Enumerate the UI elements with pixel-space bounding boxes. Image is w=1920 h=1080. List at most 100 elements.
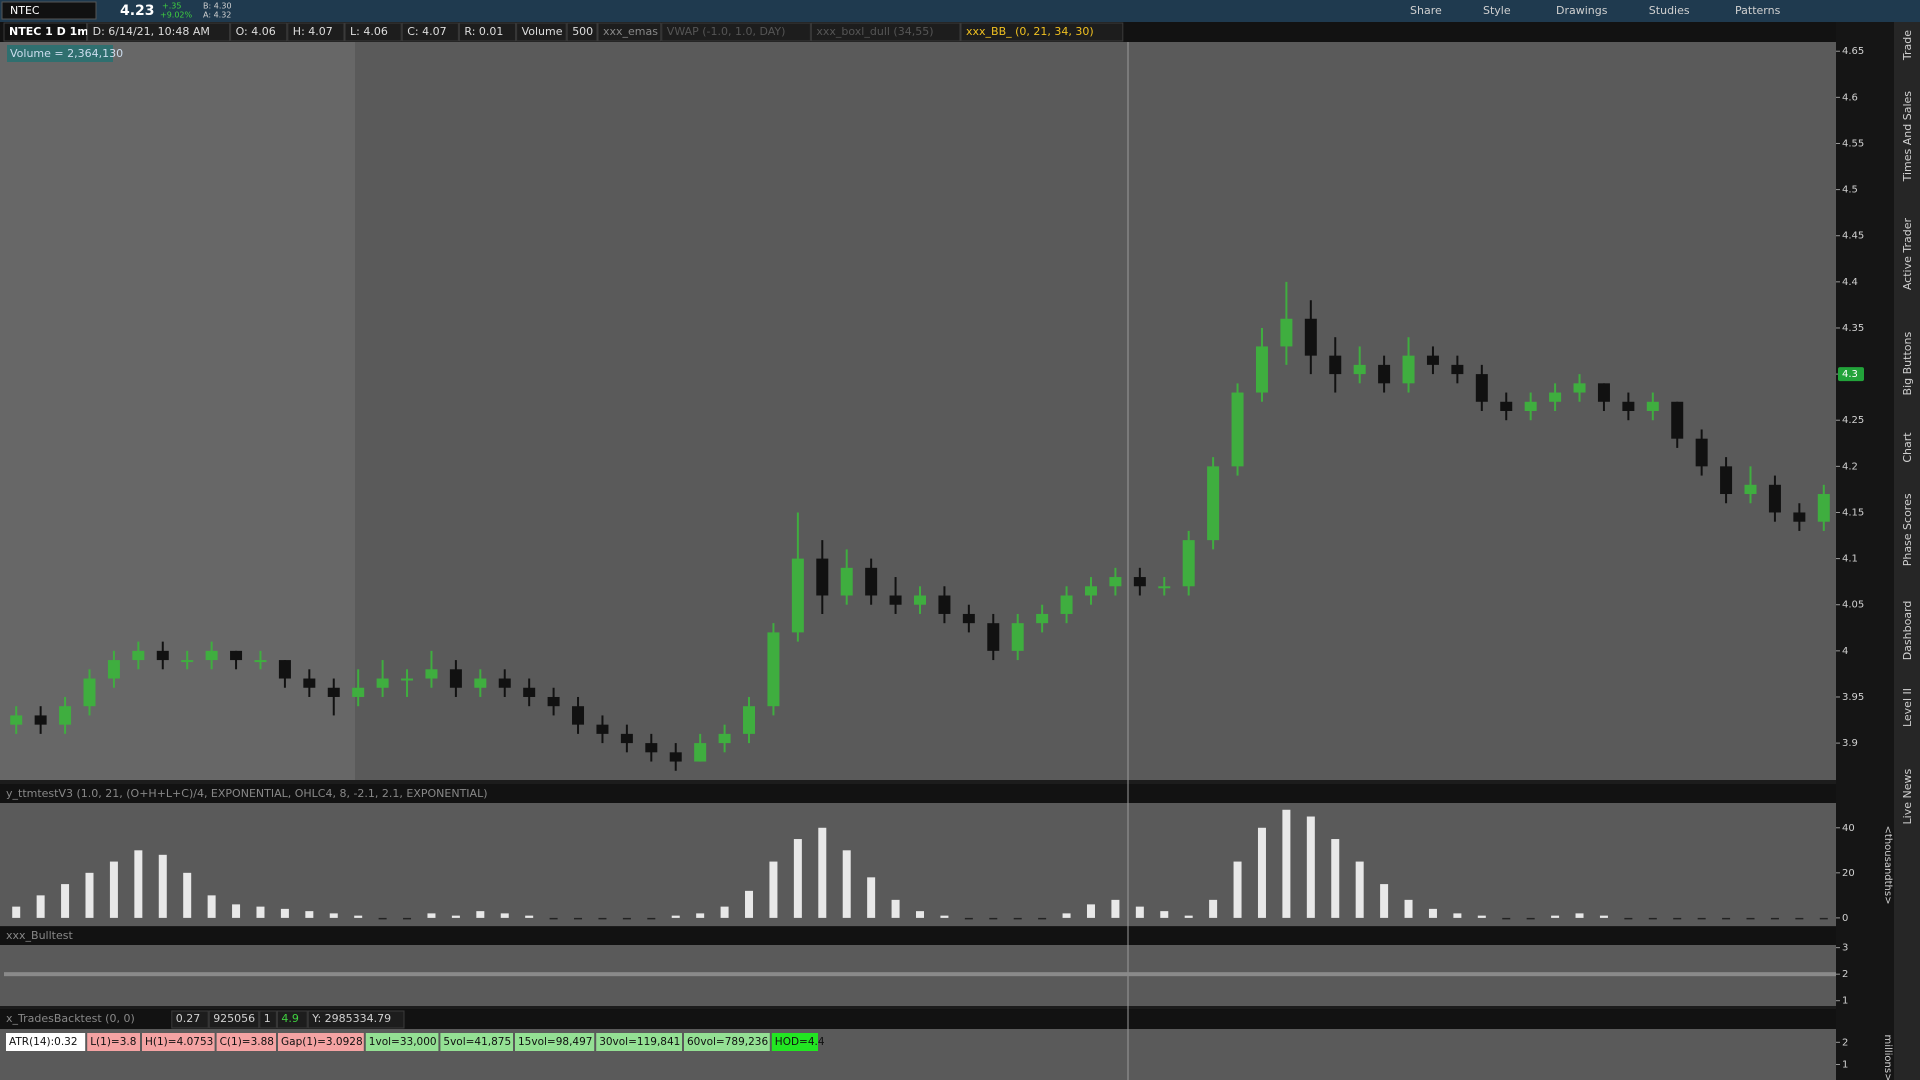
badge bbox=[440, 1033, 513, 1051]
histogram-bar bbox=[964, 917, 973, 920]
histogram-bar bbox=[1502, 917, 1511, 920]
side-tab[interactable]: Level II bbox=[1901, 688, 1914, 727]
header-cell bbox=[566, 22, 598, 42]
histogram-bar bbox=[427, 913, 436, 918]
volume-badge bbox=[7, 45, 113, 62]
histogram-bar bbox=[1746, 917, 1755, 920]
candle-body bbox=[1231, 392, 1244, 467]
candle-body bbox=[694, 743, 707, 762]
histogram-bar bbox=[1086, 904, 1095, 918]
histogram-bar bbox=[598, 917, 607, 920]
histogram-bar bbox=[1233, 861, 1242, 918]
histogram-bar bbox=[158, 854, 167, 918]
symbol-box[interactable] bbox=[1, 1, 97, 20]
toolbar-button[interactable]: Patterns bbox=[1735, 4, 1781, 17]
header-cell bbox=[87, 22, 231, 42]
candle-body bbox=[1084, 586, 1097, 596]
candle-body bbox=[230, 650, 243, 661]
header-item: xxx_BB_ (0, 21, 34, 30) bbox=[966, 25, 1094, 38]
candle-body bbox=[1695, 438, 1708, 467]
toolbar-button[interactable]: Style bbox=[1483, 4, 1511, 17]
candle-body bbox=[1426, 355, 1439, 365]
candle-body bbox=[1451, 364, 1464, 375]
study-title: x_TradesBacktest (0, 0) bbox=[6, 1012, 135, 1025]
candle-body bbox=[1133, 577, 1146, 587]
header-item: 500 bbox=[572, 25, 593, 38]
histogram-bar bbox=[1453, 913, 1462, 918]
header-cell bbox=[401, 22, 459, 42]
histogram-bar bbox=[1282, 809, 1291, 918]
histogram-bar bbox=[671, 915, 680, 918]
header-cell bbox=[458, 22, 517, 42]
axis-label: <thousandths> bbox=[1882, 826, 1893, 905]
header-cell bbox=[597, 22, 662, 42]
candle-body bbox=[376, 678, 389, 688]
candle-body bbox=[132, 650, 145, 661]
histogram-bar bbox=[256, 906, 265, 918]
y-tick-label: 4.05 bbox=[1842, 600, 1864, 611]
side-tab[interactable]: Active Trader bbox=[1901, 218, 1914, 291]
y-tick-label: 40 bbox=[1842, 823, 1855, 834]
badge bbox=[278, 1033, 364, 1051]
candle-body bbox=[401, 678, 414, 681]
badge-label: 5vol=41,875 bbox=[443, 1036, 511, 1048]
candle-body bbox=[1304, 318, 1317, 356]
net-change: +.35 bbox=[162, 2, 181, 11]
field-cell bbox=[307, 1010, 405, 1029]
side-tab[interactable]: Chart bbox=[1901, 432, 1914, 463]
candle-body bbox=[669, 752, 682, 762]
candle-body bbox=[83, 678, 96, 707]
field-cell bbox=[259, 1010, 277, 1029]
histogram-bar bbox=[842, 850, 851, 918]
histogram-bar bbox=[1111, 899, 1120, 918]
candle-body bbox=[1500, 401, 1513, 411]
field-cell bbox=[276, 1010, 308, 1029]
histogram-bar bbox=[769, 861, 778, 918]
study-title: xxx_Bulltest bbox=[6, 929, 73, 942]
toolbar-button[interactable]: Drawings bbox=[1556, 4, 1608, 17]
candle-body bbox=[596, 724, 609, 734]
badge-label: 60vol=789,236 bbox=[687, 1036, 768, 1048]
side-tab[interactable]: Times And Sales bbox=[1901, 91, 1914, 183]
side-tab[interactable]: Phase Scores bbox=[1901, 493, 1914, 566]
histogram-bar bbox=[1575, 913, 1584, 918]
study-label-bar bbox=[0, 784, 1836, 803]
candle-body bbox=[1573, 383, 1586, 393]
side-tab[interactable]: Dashboard bbox=[1901, 601, 1914, 661]
histogram-bar bbox=[378, 917, 387, 920]
candle-body bbox=[1646, 401, 1659, 411]
candle-body bbox=[987, 623, 1000, 651]
candle-body bbox=[1402, 355, 1415, 384]
header-item: NTEC 1 D 1m bbox=[9, 25, 89, 38]
badge-label: C(1)=3.88 bbox=[220, 1036, 274, 1048]
candle-body bbox=[1378, 364, 1391, 384]
price-tag bbox=[1838, 367, 1864, 382]
toolbar-button[interactable]: Studies bbox=[1649, 4, 1690, 17]
side-tab[interactable]: Trade bbox=[1901, 30, 1914, 61]
toolbar-button[interactable]: Share bbox=[1410, 4, 1442, 17]
candle-body bbox=[327, 687, 340, 697]
candle-body bbox=[791, 558, 804, 633]
candle-body bbox=[107, 660, 120, 679]
histogram-bar bbox=[61, 884, 70, 918]
side-tab[interactable]: Big Buttons bbox=[1901, 332, 1914, 396]
y-tick-label: 4.1 bbox=[1842, 554, 1858, 565]
candle-body bbox=[1182, 540, 1195, 587]
header-cell bbox=[516, 22, 567, 42]
header-cell bbox=[810, 22, 961, 42]
last-price: 4.23 bbox=[120, 3, 155, 19]
header-cell bbox=[3, 22, 88, 42]
histogram-bar bbox=[1673, 917, 1682, 920]
candle-body bbox=[59, 706, 72, 725]
histogram-bar bbox=[1526, 917, 1535, 920]
candle-body bbox=[254, 660, 267, 663]
histogram-bar bbox=[1160, 911, 1169, 918]
histogram-bar bbox=[207, 895, 216, 918]
histogram-bar bbox=[1477, 915, 1486, 918]
y-tick-label: 4 bbox=[1842, 646, 1848, 657]
header-cell bbox=[661, 22, 811, 42]
candle-body bbox=[547, 696, 560, 707]
side-tab[interactable]: Live News bbox=[1901, 769, 1914, 825]
y-tick-label: 4.45 bbox=[1842, 231, 1864, 242]
